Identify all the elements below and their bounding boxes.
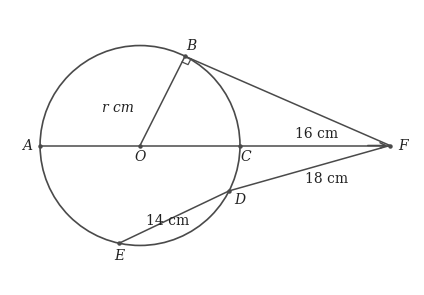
Text: r cm: r cm xyxy=(102,101,134,114)
Text: C: C xyxy=(241,150,251,165)
Text: O: O xyxy=(134,150,146,165)
Text: F: F xyxy=(398,138,408,153)
Text: A: A xyxy=(22,138,32,153)
Text: D: D xyxy=(234,193,245,207)
Text: 18 cm: 18 cm xyxy=(305,173,349,186)
Text: 16 cm: 16 cm xyxy=(296,127,338,141)
Text: B: B xyxy=(186,39,196,53)
Text: E: E xyxy=(114,249,124,263)
Text: 14 cm: 14 cm xyxy=(146,214,190,228)
